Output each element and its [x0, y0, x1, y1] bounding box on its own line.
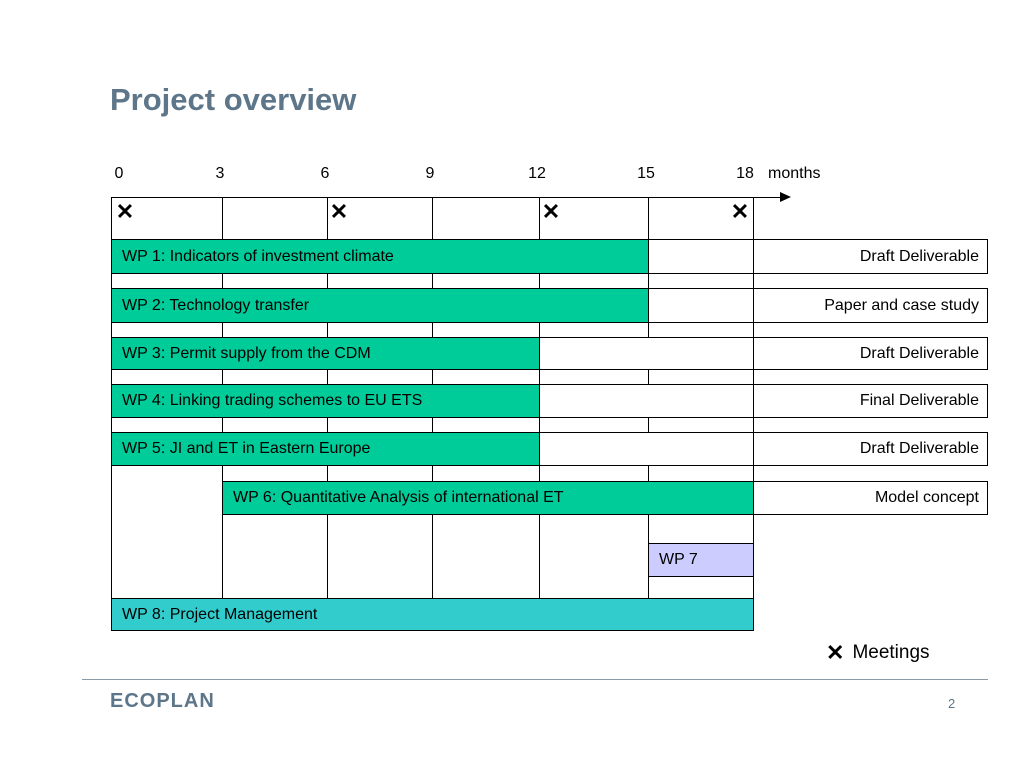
tick-label: 12: [528, 165, 546, 182]
tick-label: 0: [114, 165, 124, 182]
timeline-axis: [111, 197, 781, 198]
workpackage-bar: WP 7: [648, 543, 754, 577]
company-logo: ECOPLAN: [110, 690, 215, 712]
deliverable-box: Final Deliverable: [753, 384, 988, 418]
deliverable-box: Draft Deliverable: [753, 337, 988, 370]
workpackage-bar: WP 2: Technology transfer: [111, 288, 649, 323]
footer-divider: [82, 679, 988, 680]
legend-label: Meetings: [852, 642, 930, 663]
page-title: Project overview: [110, 82, 357, 117]
meeting-x-mark-icon: ✕: [541, 199, 561, 224]
workpackage-bar: WP 4: Linking trading schemes to EU ETS: [111, 384, 540, 418]
tick-label: 3: [215, 165, 225, 182]
tick-label: 9: [425, 165, 435, 182]
workpackage-bar: WP 1: Indicators of investment climate: [111, 239, 649, 274]
workpackage-bar: WP 6: Quantitative Analysis of internati…: [222, 481, 754, 515]
timeline-remainder-box: [539, 337, 754, 370]
timeline-remainder-box: [539, 384, 754, 418]
meeting-x-mark-icon: ✕: [115, 199, 135, 224]
workpackage-bar: WP 5: JI and ET in Eastern Europe: [111, 432, 540, 466]
meeting-x-mark-icon: ✕: [730, 199, 750, 224]
timeline-remainder-box: [648, 288, 754, 323]
x-mark-icon: ✕: [826, 640, 845, 665]
deliverable-box: Model concept: [753, 481, 988, 515]
deliverable-box: Draft Deliverable: [753, 432, 988, 466]
axis-arrow-icon: [780, 192, 791, 202]
meeting-x-mark-icon: ✕: [329, 199, 349, 224]
page-number: 2: [948, 696, 956, 711]
tick-label: 15: [637, 165, 655, 182]
workpackage-bar: WP 8: Project Management: [111, 598, 754, 631]
tick-label: 6: [320, 165, 330, 182]
timeline-remainder-box: [539, 432, 754, 466]
timeline-remainder-box: [648, 239, 754, 274]
workpackage-bar: WP 3: Permit supply from the CDM: [111, 337, 540, 370]
tick-label: 18: [736, 165, 754, 182]
legend: ✕ Meetings: [826, 640, 930, 666]
deliverable-box: Draft Deliverable: [753, 239, 988, 274]
axis-unit-label: months: [768, 165, 821, 182]
deliverable-box: Paper and case study: [753, 288, 988, 323]
